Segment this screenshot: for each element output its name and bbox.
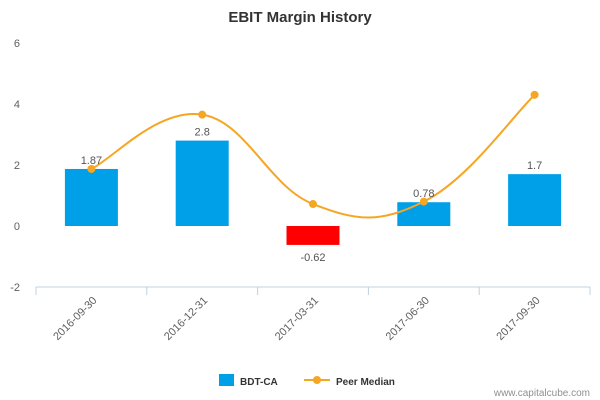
bar-value-label: 2.8 [195, 127, 210, 139]
peer-median-point[interactable] [87, 164, 96, 173]
bar[interactable] [508, 174, 562, 226]
x-tick-label: 2017-03-31 [273, 295, 321, 343]
legend-line-marker [313, 376, 321, 384]
bar-series [64, 140, 562, 245]
x-tick-label: 2017-09-30 [494, 295, 542, 343]
bar-value-label: 1.87 [81, 155, 102, 167]
line-series [87, 90, 539, 219]
source-credit: www.capitalcube.com [493, 388, 590, 399]
y-tick-label: 2 [14, 160, 20, 172]
x-tick-label: 2017-06-30 [384, 295, 432, 343]
y-tick-label: 4 [14, 99, 20, 111]
legend-label-bars: BDT-CA [240, 377, 278, 388]
bar-value-label: -0.62 [300, 252, 325, 264]
x-axis: 2016-09-30 2016-12-31 2017-03-31 2017-06-30… [35, 286, 591, 343]
chart-title: EBIT Margin History [228, 9, 372, 26]
y-axis: -2 0 2 4 6 [10, 38, 20, 294]
x-tick-label: 2016-12-31 [162, 295, 210, 343]
bar[interactable] [286, 226, 340, 245]
legend-label-line: Peer Median [336, 377, 395, 388]
bar[interactable] [175, 140, 229, 226]
peer-median-point[interactable] [530, 90, 539, 99]
peer-median-point[interactable] [309, 200, 317, 209]
y-tick-label: 6 [14, 38, 20, 50]
bar-value-label: 1.7 [527, 160, 542, 172]
data-labels: 1.87 2.8 -0.62 0.78 1.7 [81, 127, 543, 264]
bar[interactable] [397, 202, 451, 226]
legend[interactable]: BDT-CA Peer Median [219, 374, 395, 388]
x-tick-label: 2016-09-30 [51, 295, 99, 343]
y-tick-label: 0 [14, 221, 20, 233]
bar-value-label: 0.78 [413, 188, 434, 200]
y-tick-label: -2 [10, 282, 20, 294]
peer-median-point[interactable] [419, 197, 428, 206]
peer-median-point[interactable] [198, 110, 207, 119]
peer-median-line [90, 94, 536, 219]
bar[interactable] [64, 168, 118, 226]
legend-bar-swatch [219, 374, 234, 386]
